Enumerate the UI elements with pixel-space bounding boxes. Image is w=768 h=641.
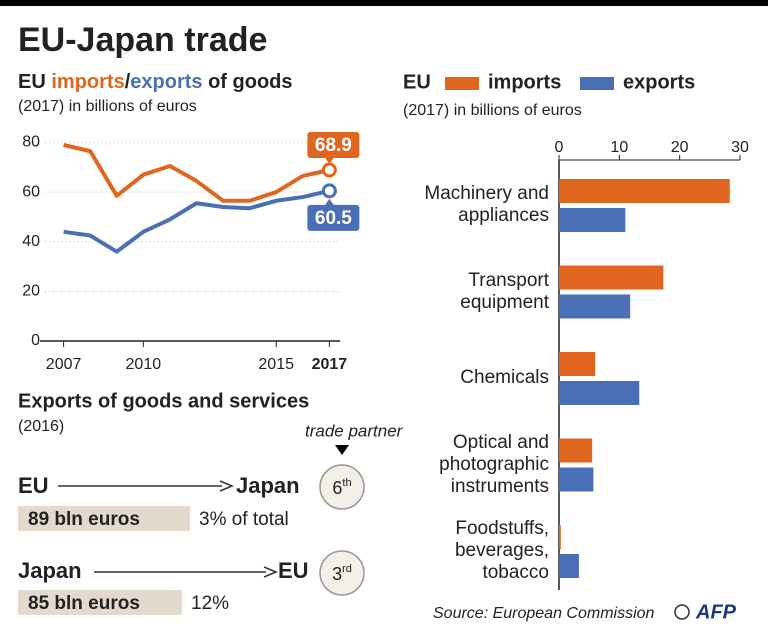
category-label: Transport equipment — [460, 269, 549, 313]
to: EU — [278, 558, 309, 583]
bar-subtitle: (2017) in billions of euros — [403, 102, 582, 119]
title-part: EU — [18, 71, 46, 93]
x-tick-label: 30 — [731, 139, 749, 156]
from: Japan — [18, 558, 82, 583]
line — [63, 142, 330, 203]
bar — [559, 352, 596, 376]
bar — [559, 438, 593, 463]
legend-swatch — [445, 77, 479, 90]
category-label: Machinery and appliances — [424, 183, 549, 226]
rank-circle — [319, 550, 365, 596]
source: Source: European Commission — [433, 605, 655, 622]
pointer — [335, 445, 349, 455]
arrow-head — [219, 480, 234, 492]
bar — [559, 294, 631, 319]
rank-suffix: rd — [342, 563, 352, 575]
copyright-icon — [674, 604, 690, 620]
label-pointer — [324, 156, 335, 164]
partner-label: trade partner — [305, 421, 404, 440]
y-tick-label: 80 — [22, 134, 40, 151]
end-marker — [321, 162, 337, 178]
bar — [559, 179, 730, 203]
end-marker — [321, 183, 337, 199]
x-tick-label: 2017 — [312, 356, 348, 373]
rank-number: 6 — [332, 478, 342, 498]
data-label: 68.9 — [315, 135, 352, 156]
from: EU — [18, 473, 49, 498]
amount-box — [18, 590, 182, 615]
bar — [559, 265, 664, 290]
x-tick-label: 2010 — [126, 356, 162, 373]
line — [63, 188, 330, 254]
to: Japan — [236, 473, 300, 498]
title-part: exports — [130, 71, 202, 93]
y-tick-label: 40 — [22, 233, 40, 250]
legend-title: EU — [403, 71, 431, 93]
top-bar — [0, 0, 768, 6]
title-part: imports — [51, 71, 124, 93]
bar — [559, 554, 579, 578]
rank-number: 3 — [332, 564, 342, 584]
x-tick-label: 2007 — [46, 356, 82, 373]
y-tick-label: 60 — [22, 183, 40, 200]
credit: AFP — [695, 601, 737, 623]
bar — [559, 467, 594, 492]
category-label: Foodstuffs, beverages, tobacco — [454, 518, 549, 583]
legend-label: imports — [488, 71, 561, 93]
section-subtitle: (2016) — [18, 418, 64, 435]
y-tick-label: 0 — [31, 332, 40, 349]
rank-suffix: th — [342, 477, 351, 489]
share: 12% — [191, 593, 229, 614]
bar — [559, 208, 626, 232]
title-part: of goods — [208, 71, 292, 93]
label-box — [307, 131, 360, 158]
x-tick-label: 10 — [610, 139, 628, 156]
legend-label: exports — [623, 71, 695, 93]
line-subtitle: (2017) in billions of euros — [18, 98, 197, 115]
bar — [559, 381, 640, 405]
arrow-head — [263, 566, 278, 578]
page-title: EU-Japan trade — [18, 21, 267, 59]
label-box — [307, 204, 360, 231]
rank-circle — [319, 464, 365, 510]
rank: 3rd — [332, 563, 352, 584]
x-tick-label: 20 — [671, 139, 689, 156]
line-title: EU imports/exports of goods — [18, 71, 293, 93]
amount: 89 bln euros — [28, 509, 140, 530]
x-tick-label: 0 — [555, 139, 564, 156]
title-part: / — [125, 71, 131, 93]
legend-swatch — [580, 77, 614, 90]
y-tick-label: 20 — [22, 283, 40, 300]
section-title: Exports of goods and services — [18, 390, 309, 412]
data-label: 60.5 — [315, 208, 352, 229]
bar — [559, 525, 561, 549]
amount: 85 bln euros — [28, 593, 140, 614]
x-tick-label: 2015 — [258, 356, 294, 373]
category-label: Optical and photographic instruments — [439, 431, 549, 497]
share: 3% of total — [199, 509, 289, 530]
amount-box — [18, 506, 190, 531]
rank: 6th — [332, 477, 351, 498]
category-label: Chemicals — [460, 367, 549, 388]
label-pointer — [324, 198, 335, 206]
